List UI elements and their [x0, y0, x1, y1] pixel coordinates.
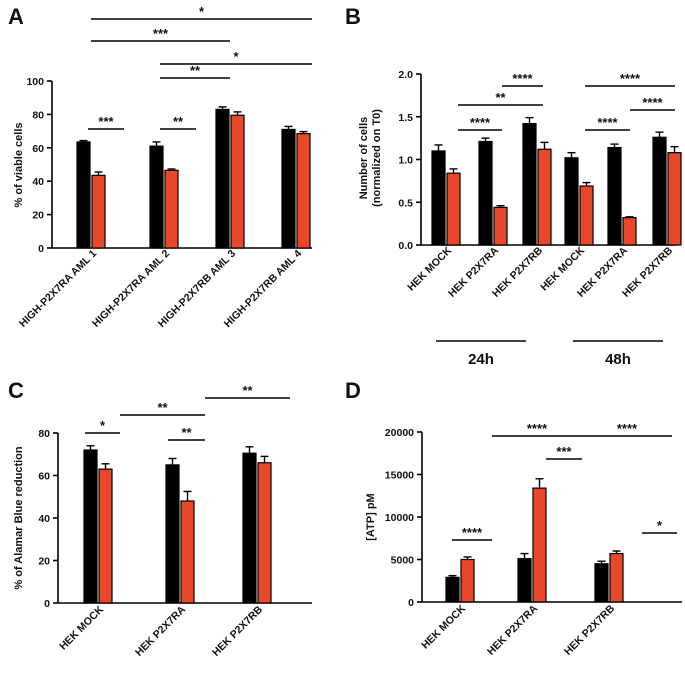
- bar-red: [180, 500, 195, 604]
- bar-black: [652, 136, 667, 246]
- bar-red: [493, 206, 508, 246]
- bar-black: [149, 145, 164, 249]
- y-tick-label: 0: [44, 598, 50, 610]
- significance-label: **: [157, 400, 168, 415]
- significance-label: ***: [153, 26, 169, 41]
- panel-b: B 0.0 0.5 1.0 1.5 2.0 Number of cells(normaliz…: [345, 4, 682, 368]
- bar-black: [431, 150, 446, 246]
- panel-label: A: [8, 4, 24, 29]
- bar-red: [537, 148, 552, 246]
- x-tick-label: HEK P2X7RA: [133, 603, 188, 658]
- bar-black: [242, 452, 257, 604]
- bar-black: [215, 108, 230, 249]
- group-label: 24h: [468, 351, 494, 368]
- bar-black: [517, 558, 532, 603]
- bar-red: [579, 185, 594, 246]
- y-axis-title: [ATP] pM: [365, 493, 377, 540]
- bar-black: [83, 449, 98, 604]
- y-tick-label: 1.0: [398, 155, 413, 167]
- panel-a: A 0 20 40 60 80 100 % of viable cells HIGH-P2X7R…: [8, 4, 312, 330]
- panel-d: D 0 5000 10000 15000 20000 [ATP] pM HEK MOCK HEK…: [345, 378, 682, 658]
- x-tick-label: HEK P2X7RB: [210, 603, 265, 658]
- y-tick-label: 60: [32, 143, 44, 155]
- y-tick-label: 10000: [385, 512, 414, 524]
- x-tick-label: HEK P2X7RB: [562, 602, 617, 657]
- bar-red: [91, 174, 106, 249]
- y-tick-label: 0: [38, 243, 44, 255]
- y-tick-label: 5000: [391, 555, 415, 567]
- significance-label: ***: [556, 444, 572, 459]
- significance-label: **: [495, 90, 506, 105]
- bar-red: [257, 462, 272, 604]
- y-tick-label: 0: [408, 597, 414, 609]
- bar-red: [98, 468, 113, 604]
- bar-red: [622, 217, 637, 246]
- significance-label: **: [190, 63, 201, 78]
- significance-label: *: [657, 518, 663, 533]
- y-axis-title-line: Number of cells: [358, 117, 370, 200]
- y-tick-label: 40: [32, 176, 44, 188]
- x-tick-label: HEK MOCK: [419, 602, 468, 651]
- y-tick-label: 60: [38, 471, 50, 483]
- significance-label: ***: [98, 114, 114, 129]
- y-tick-label: 15000: [385, 470, 414, 482]
- x-tick-label: HIGH-P2X7RA AML 1: [17, 248, 99, 330]
- bar-black: [564, 157, 579, 246]
- significance-label: *: [233, 49, 239, 64]
- group-label: 48h: [605, 351, 631, 368]
- panel-c: C 0 20 40 60 80 % of Alamar Blue reduction HEK …: [8, 378, 312, 659]
- significance-label: *: [100, 418, 106, 433]
- bar-red: [532, 487, 547, 603]
- significance-label: ****: [642, 95, 663, 110]
- significance-label: **: [242, 383, 253, 398]
- bar-black: [445, 576, 460, 603]
- bar-black: [594, 563, 609, 603]
- significance-label: ****: [597, 115, 618, 130]
- y-axis-title-line: (normalized on T0): [371, 109, 383, 207]
- bar-black: [522, 122, 537, 246]
- bar-red: [296, 133, 311, 249]
- bar-red: [446, 172, 461, 246]
- y-tick-label: 100: [26, 76, 44, 88]
- bar-red: [609, 552, 624, 603]
- y-axis-title: % of viable cells: [13, 123, 25, 208]
- bar-black: [165, 464, 180, 604]
- bar-black: [478, 140, 493, 246]
- significance-label: **: [181, 425, 192, 440]
- y-tick-label: 20000: [385, 427, 414, 439]
- bar-red: [230, 114, 245, 249]
- significance-label: ****: [470, 115, 491, 130]
- significance-label: ****: [617, 421, 638, 436]
- bar-black: [607, 146, 622, 246]
- bar-red: [164, 169, 179, 249]
- panel-label: C: [8, 378, 24, 403]
- significance-label: ****: [512, 71, 533, 86]
- x-tick-label: HEK MOCK: [57, 603, 106, 652]
- y-tick-label: 20: [38, 556, 50, 568]
- panel-label: B: [345, 4, 361, 29]
- significance-label: ****: [527, 421, 548, 436]
- y-tick-label: 1.5: [398, 112, 413, 124]
- y-tick-label: 2.0: [398, 69, 413, 81]
- bar-black: [76, 141, 91, 249]
- y-axis-title: Number of cells(normalized on T0): [358, 109, 383, 207]
- y-axis-title: % of Alamar Blue reduction: [13, 446, 25, 590]
- panel-label: D: [345, 378, 361, 403]
- bar-black: [281, 128, 296, 249]
- bar-red: [667, 152, 682, 246]
- significance-label: ****: [462, 525, 483, 540]
- y-tick-label: 80: [38, 428, 50, 440]
- significance-label: *: [199, 4, 205, 19]
- y-tick-label: 20: [32, 210, 44, 222]
- y-tick-label: 0.5: [398, 197, 413, 209]
- y-tick-label: 40: [38, 513, 50, 525]
- bar-red: [460, 558, 475, 603]
- significance-label: **: [173, 114, 184, 129]
- y-tick-label: 80: [32, 109, 44, 121]
- x-tick-label: HEK P2X7RA: [485, 602, 540, 657]
- significance-label: ****: [620, 71, 641, 86]
- y-tick-label: 0.0: [398, 240, 413, 252]
